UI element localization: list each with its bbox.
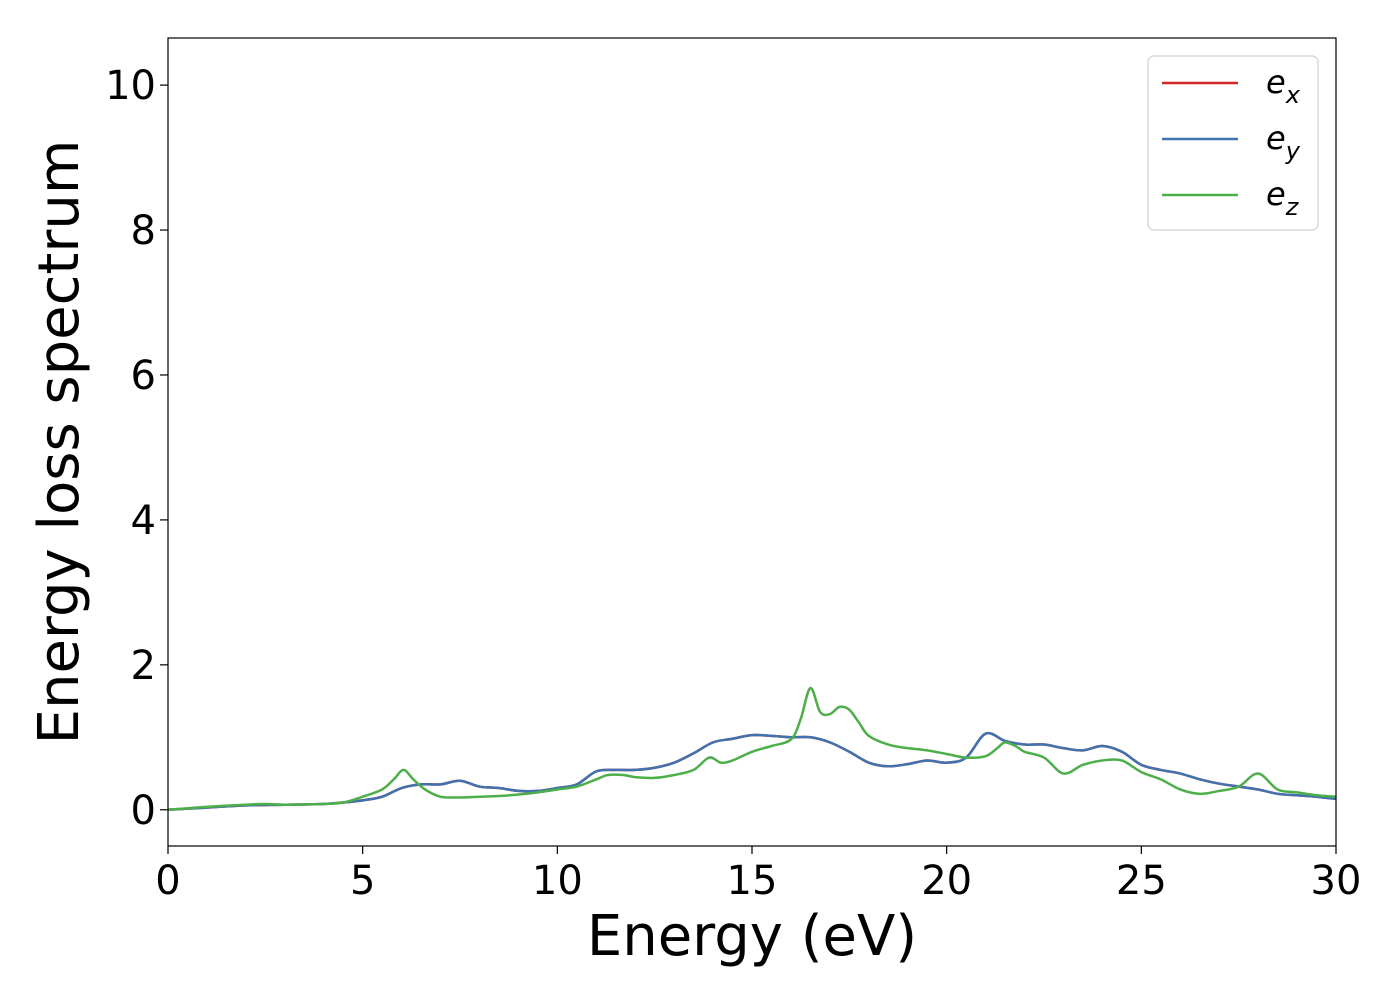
legend-box (1147, 55, 1319, 231)
legend-label-y: ey (1266, 119, 1301, 165)
y-tick-label: 6 (131, 353, 156, 399)
x-tick-label: 30 (1311, 858, 1362, 904)
series-line-z (168, 686, 1336, 812)
series-layer (168, 686, 1336, 812)
legend-label-x: ex (1266, 63, 1301, 109)
x-axis-label: Energy (eV) (587, 904, 917, 969)
y-tick-label: 0 (131, 788, 156, 834)
x-tick-label: 5 (350, 858, 375, 904)
y-tick-label: 10 (105, 63, 156, 109)
x-tick-label: 20 (921, 858, 972, 904)
legend: ex ey ez (1147, 55, 1319, 231)
x-tick-label: 10 (532, 858, 583, 904)
series-line-x (168, 731, 1336, 812)
x-tick-label: 0 (155, 858, 180, 904)
y-axis-label: Energy loss spectrum (27, 140, 92, 745)
x-tick-label: 15 (727, 858, 778, 904)
y-axis: 0 2 4 6 8 10 (105, 63, 168, 834)
y-tick-label: 4 (131, 498, 156, 544)
y-tick-label: 8 (131, 208, 156, 254)
series-line-y (168, 731, 1336, 812)
x-tick-label: 25 (1116, 858, 1167, 904)
x-axis: 0 5 10 15 20 25 30 (155, 846, 1361, 904)
y-tick-label: 2 (131, 643, 156, 689)
legend-label-z: ez (1266, 175, 1300, 221)
